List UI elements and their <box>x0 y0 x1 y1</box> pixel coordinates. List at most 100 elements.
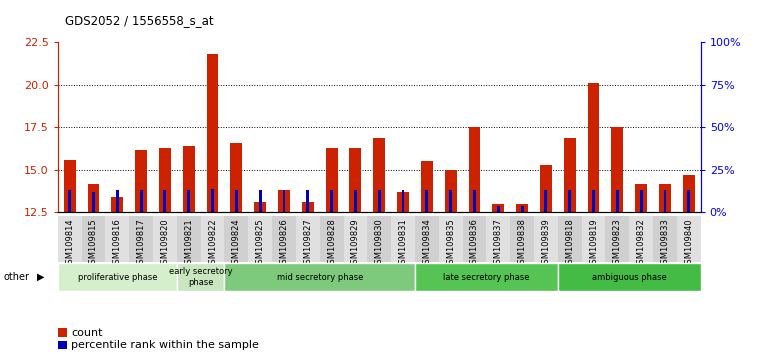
Bar <box>296 216 320 262</box>
Text: GSM109823: GSM109823 <box>613 218 622 269</box>
Bar <box>568 190 571 212</box>
Bar <box>468 127 480 212</box>
Bar <box>306 190 310 212</box>
Bar <box>534 216 557 262</box>
Bar <box>259 190 262 212</box>
Bar <box>378 190 380 212</box>
Bar <box>153 216 177 262</box>
Text: count: count <box>71 327 102 338</box>
Bar <box>159 148 171 212</box>
Text: late secretory phase: late secretory phase <box>443 273 530 281</box>
Bar <box>402 190 404 212</box>
Text: GSM109831: GSM109831 <box>399 218 407 269</box>
Text: GSM109827: GSM109827 <box>303 218 313 269</box>
Bar <box>272 216 296 262</box>
Text: GSM109837: GSM109837 <box>494 218 503 269</box>
Bar <box>367 216 391 262</box>
Bar <box>564 138 576 212</box>
Bar <box>343 216 367 262</box>
Text: GSM109840: GSM109840 <box>685 218 693 269</box>
Bar <box>635 183 647 212</box>
Bar <box>688 190 690 212</box>
Bar <box>516 204 528 212</box>
Bar <box>659 183 671 212</box>
Bar <box>211 189 214 212</box>
Bar <box>105 216 129 262</box>
Bar <box>278 190 290 212</box>
Bar <box>330 190 333 212</box>
Bar <box>664 190 666 212</box>
Text: GSM109834: GSM109834 <box>423 218 431 269</box>
Bar <box>112 197 123 212</box>
Text: GSM109836: GSM109836 <box>470 218 479 269</box>
Text: other: other <box>4 272 30 282</box>
Bar <box>187 190 190 212</box>
Bar <box>177 263 224 291</box>
Bar <box>605 216 629 262</box>
Bar <box>439 216 463 262</box>
Bar <box>320 216 343 262</box>
Bar <box>421 161 433 212</box>
Bar <box>69 190 71 212</box>
Text: ▶: ▶ <box>37 272 45 282</box>
Text: GSM109829: GSM109829 <box>351 218 360 269</box>
Text: GSM109826: GSM109826 <box>280 218 289 269</box>
Bar <box>116 190 119 212</box>
Text: GSM109821: GSM109821 <box>184 218 193 269</box>
Text: early secretory
phase: early secretory phase <box>169 267 233 287</box>
Bar <box>449 190 452 212</box>
Text: GSM109816: GSM109816 <box>112 218 122 269</box>
Bar <box>302 202 313 212</box>
Text: mid secretory phase: mid secretory phase <box>276 273 363 281</box>
Bar <box>683 175 695 212</box>
Bar <box>592 190 595 212</box>
Bar <box>445 170 457 212</box>
Bar <box>521 206 524 212</box>
Bar <box>373 138 385 212</box>
Text: GSM109818: GSM109818 <box>565 218 574 269</box>
Bar <box>588 83 600 212</box>
Bar <box>354 190 357 212</box>
Text: ambiguous phase: ambiguous phase <box>592 273 667 281</box>
Bar <box>473 190 476 212</box>
Text: GSM109824: GSM109824 <box>232 218 241 269</box>
Bar <box>540 165 552 212</box>
Text: GSM109820: GSM109820 <box>160 218 169 269</box>
Bar <box>397 192 409 212</box>
Text: GSM109814: GSM109814 <box>65 218 74 269</box>
Bar <box>136 149 147 212</box>
Text: GSM109832: GSM109832 <box>637 218 646 269</box>
Bar <box>58 328 68 337</box>
Bar <box>611 127 623 212</box>
Text: GSM109822: GSM109822 <box>208 218 217 269</box>
Bar <box>230 143 243 212</box>
Bar <box>497 206 500 212</box>
Text: GDS2052 / 1556558_s_at: GDS2052 / 1556558_s_at <box>65 14 214 27</box>
Bar <box>492 204 504 212</box>
Bar <box>640 190 643 212</box>
Text: percentile rank within the sample: percentile rank within the sample <box>71 340 259 350</box>
Bar <box>58 263 177 291</box>
Bar <box>206 55 219 212</box>
Bar <box>254 202 266 212</box>
Text: GSM109838: GSM109838 <box>517 218 527 269</box>
Bar <box>177 216 201 262</box>
Bar <box>557 216 581 262</box>
Bar <box>487 216 511 262</box>
Text: GSM109830: GSM109830 <box>375 218 383 269</box>
Text: GSM109839: GSM109839 <box>541 218 551 269</box>
Bar <box>677 216 701 262</box>
Text: GSM109817: GSM109817 <box>136 218 146 269</box>
Bar <box>544 190 547 212</box>
Bar <box>129 216 153 262</box>
Text: GSM109828: GSM109828 <box>327 218 336 269</box>
Bar <box>163 190 166 212</box>
Bar <box>224 263 415 291</box>
Bar <box>557 263 701 291</box>
Bar <box>326 148 337 212</box>
Bar <box>182 146 195 212</box>
Bar <box>629 216 653 262</box>
Bar <box>391 216 415 262</box>
Bar <box>201 216 224 262</box>
Bar <box>58 216 82 262</box>
